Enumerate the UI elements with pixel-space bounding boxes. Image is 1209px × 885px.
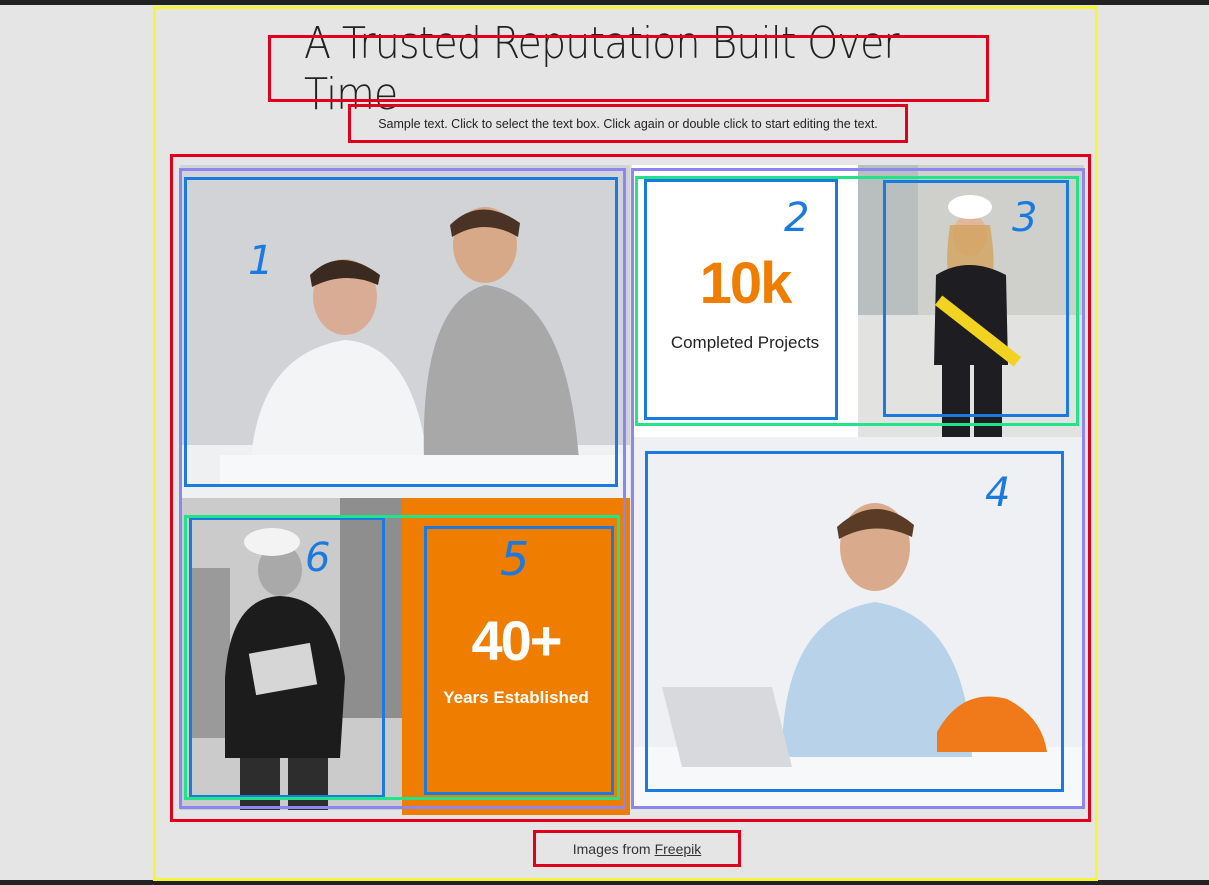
annotation-3: 3 bbox=[1012, 195, 1038, 241]
annotation-6: 6 bbox=[305, 535, 331, 581]
annotation-5: 5 bbox=[500, 532, 530, 586]
completed-projects-value: 10k bbox=[699, 251, 793, 316]
woman-engineer-with-level-image[interactable] bbox=[858, 165, 1084, 437]
annotation-4: 4 bbox=[985, 470, 1011, 516]
completed-projects-card[interactable]: 10k Completed Projects bbox=[632, 165, 858, 437]
bottom-bar bbox=[0, 880, 1209, 885]
completed-projects-label: Completed Projects bbox=[670, 333, 820, 352]
freepik-link[interactable]: Freepik bbox=[654, 840, 702, 857]
annotation-2: 2 bbox=[784, 195, 810, 241]
construction-worker-with-clipboard-image[interactable] bbox=[180, 498, 402, 810]
woman-engineer-illustration bbox=[858, 165, 1084, 437]
two-men-illustration bbox=[180, 165, 630, 498]
years-established-card[interactable]: 40+ Years Established bbox=[402, 498, 630, 815]
smiling-man-with-laptop-image[interactable] bbox=[632, 437, 1084, 808]
annotation-1: 1 bbox=[248, 238, 274, 284]
image-credit: Images from Freepik bbox=[533, 830, 741, 867]
worker-illustration bbox=[180, 498, 402, 810]
two-men-reviewing-plans-image[interactable] bbox=[180, 165, 630, 498]
smiling-man-illustration bbox=[632, 437, 1084, 808]
image-credit-prefix: Images from bbox=[572, 840, 651, 857]
top-bar bbox=[0, 0, 1209, 5]
page-title[interactable]: A Trusted Reputation Built Over Time bbox=[304, 17, 900, 120]
years-established-value: 40+ bbox=[471, 609, 563, 672]
page-subtitle[interactable]: Sample text. Click to select the text bo… bbox=[378, 116, 878, 131]
years-established-label: Years Established bbox=[443, 688, 589, 707]
